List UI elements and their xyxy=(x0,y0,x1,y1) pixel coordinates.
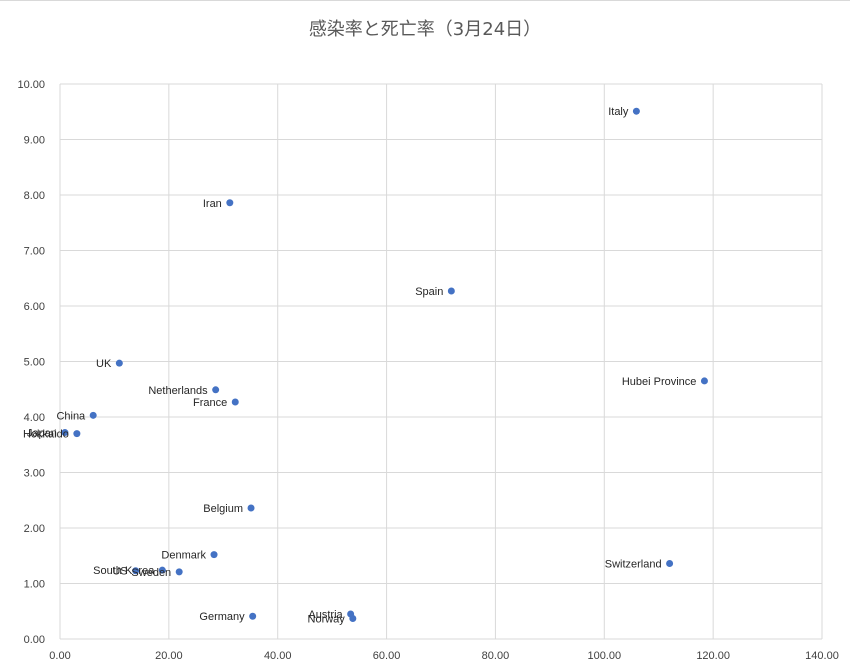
y-tick-label: 2.00 xyxy=(24,523,45,535)
data-label: Denmark xyxy=(161,550,206,562)
data-point xyxy=(632,107,640,115)
data-label: Germany xyxy=(199,611,245,623)
x-tick-label: 120.00 xyxy=(696,650,730,662)
data-point xyxy=(666,560,674,568)
data-point xyxy=(249,612,257,620)
data-point xyxy=(447,287,455,295)
data-point xyxy=(210,551,218,559)
data-label: South Korea xyxy=(93,565,155,577)
data-label: Norway xyxy=(308,613,346,625)
axes: 0.00 20.00 40.00 60.00 80.00 100.00 120.00 140.… xyxy=(17,79,838,662)
data-label: France xyxy=(193,397,227,409)
x-tick-label: 20.00 xyxy=(155,650,183,662)
data-label: Hubei Province xyxy=(622,376,697,388)
data-point xyxy=(226,199,234,207)
y-tick-label: 9.00 xyxy=(24,135,45,147)
data-label: UK xyxy=(96,358,112,370)
y-tick-label: 8.00 xyxy=(24,190,45,202)
data-point xyxy=(247,504,255,512)
data-label: Switzerland xyxy=(605,559,662,571)
data-point xyxy=(349,614,357,622)
y-tick-label: 7.00 xyxy=(24,246,45,258)
data-label: US xyxy=(112,566,127,578)
data-point xyxy=(212,386,220,394)
y-tick-label: 6.00 xyxy=(24,301,45,313)
data-point xyxy=(231,398,239,406)
data-label: Austria xyxy=(308,609,343,621)
y-tick-label: 5.00 xyxy=(24,357,45,369)
grid-lines xyxy=(59,83,823,640)
y-tick-label: 3.00 xyxy=(24,468,45,480)
data-label: Italy xyxy=(608,106,629,118)
y-tick-label: 10.00 xyxy=(17,79,45,91)
x-tick-label: 40.00 xyxy=(264,650,292,662)
y-tick-label: 4.00 xyxy=(24,412,45,424)
data-points: Italy Iran Spain UK Hubei Province Netherland… xyxy=(23,106,708,625)
y-tick-label: 0.00 xyxy=(24,634,45,646)
x-tick-label: 60.00 xyxy=(373,650,401,662)
data-label: China xyxy=(56,410,86,422)
data-point xyxy=(89,411,97,419)
x-tick-label: 0.00 xyxy=(49,650,70,662)
data-label: Japan xyxy=(27,428,57,440)
y-tick-label: 1.00 xyxy=(24,579,45,591)
x-tick-label: 140.00 xyxy=(805,650,839,662)
data-point xyxy=(158,566,166,574)
data-label: Spain xyxy=(415,286,443,298)
data-label: Sweden xyxy=(131,567,171,579)
data-point xyxy=(61,429,69,437)
x-tick-label: 80.00 xyxy=(482,650,510,662)
data-point xyxy=(132,567,140,575)
data-point xyxy=(115,359,123,367)
data-label: Hokkaido xyxy=(23,429,69,441)
data-label: Netherlands xyxy=(148,385,208,397)
data-point xyxy=(73,430,81,438)
data-label: Belgium xyxy=(203,503,243,515)
x-tick-label: 100.00 xyxy=(587,650,621,662)
data-point xyxy=(175,568,183,576)
chart-title: 感染率と死亡率（3月24日） xyxy=(308,19,542,40)
data-point xyxy=(700,377,708,385)
data-label: Iran xyxy=(203,198,222,210)
